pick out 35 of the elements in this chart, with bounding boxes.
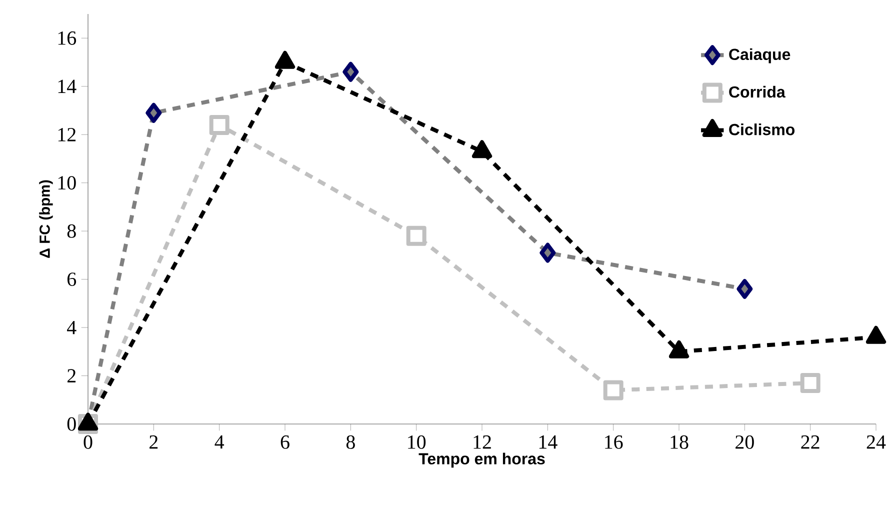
x-tick-label: 14 [539,435,558,449]
point [540,242,556,263]
x-tick-label: 0 [84,435,92,449]
x-tick-label: 24 [866,435,886,449]
x-tick-label: 18 [670,435,688,449]
point [342,62,359,82]
point [800,373,820,394]
legend-label: Ciclismo [729,124,795,136]
x-tick-label: 4 [214,435,224,449]
point [736,278,753,299]
x-tick-label: 12 [474,435,491,449]
x-axis-title: Tempo em horas [418,452,545,468]
y-tick-label: 2 [68,369,76,382]
legend-label: Corrida [729,86,786,98]
x-tick-label: 10 [408,435,426,449]
x-tick-label: 16 [605,435,623,449]
y-tick-label: 10 [58,176,76,190]
x-tick-label: 2 [150,435,158,449]
y-tick-label: 16 [58,31,76,45]
y-tick-label: 0 [67,417,76,431]
y-tick-label: 4 [67,320,76,334]
point [209,114,230,135]
point [146,102,162,123]
y-tick-label: 6 [67,272,76,286]
legend-label: Caiaque [729,48,790,64]
y-tick-label: 12 [58,128,76,142]
x-tick-label: 20 [736,435,754,449]
point [603,380,624,400]
point [406,226,426,246]
x-tick-label: 8 [346,435,355,449]
y-axis-title: Δ FC (bpm) [39,180,53,258]
x-tick-label: 6 [280,435,290,449]
y-tick-label: 14 [58,80,76,93]
x-tick-label: 22 [801,435,820,449]
y-tick-label: 8 [67,224,76,238]
